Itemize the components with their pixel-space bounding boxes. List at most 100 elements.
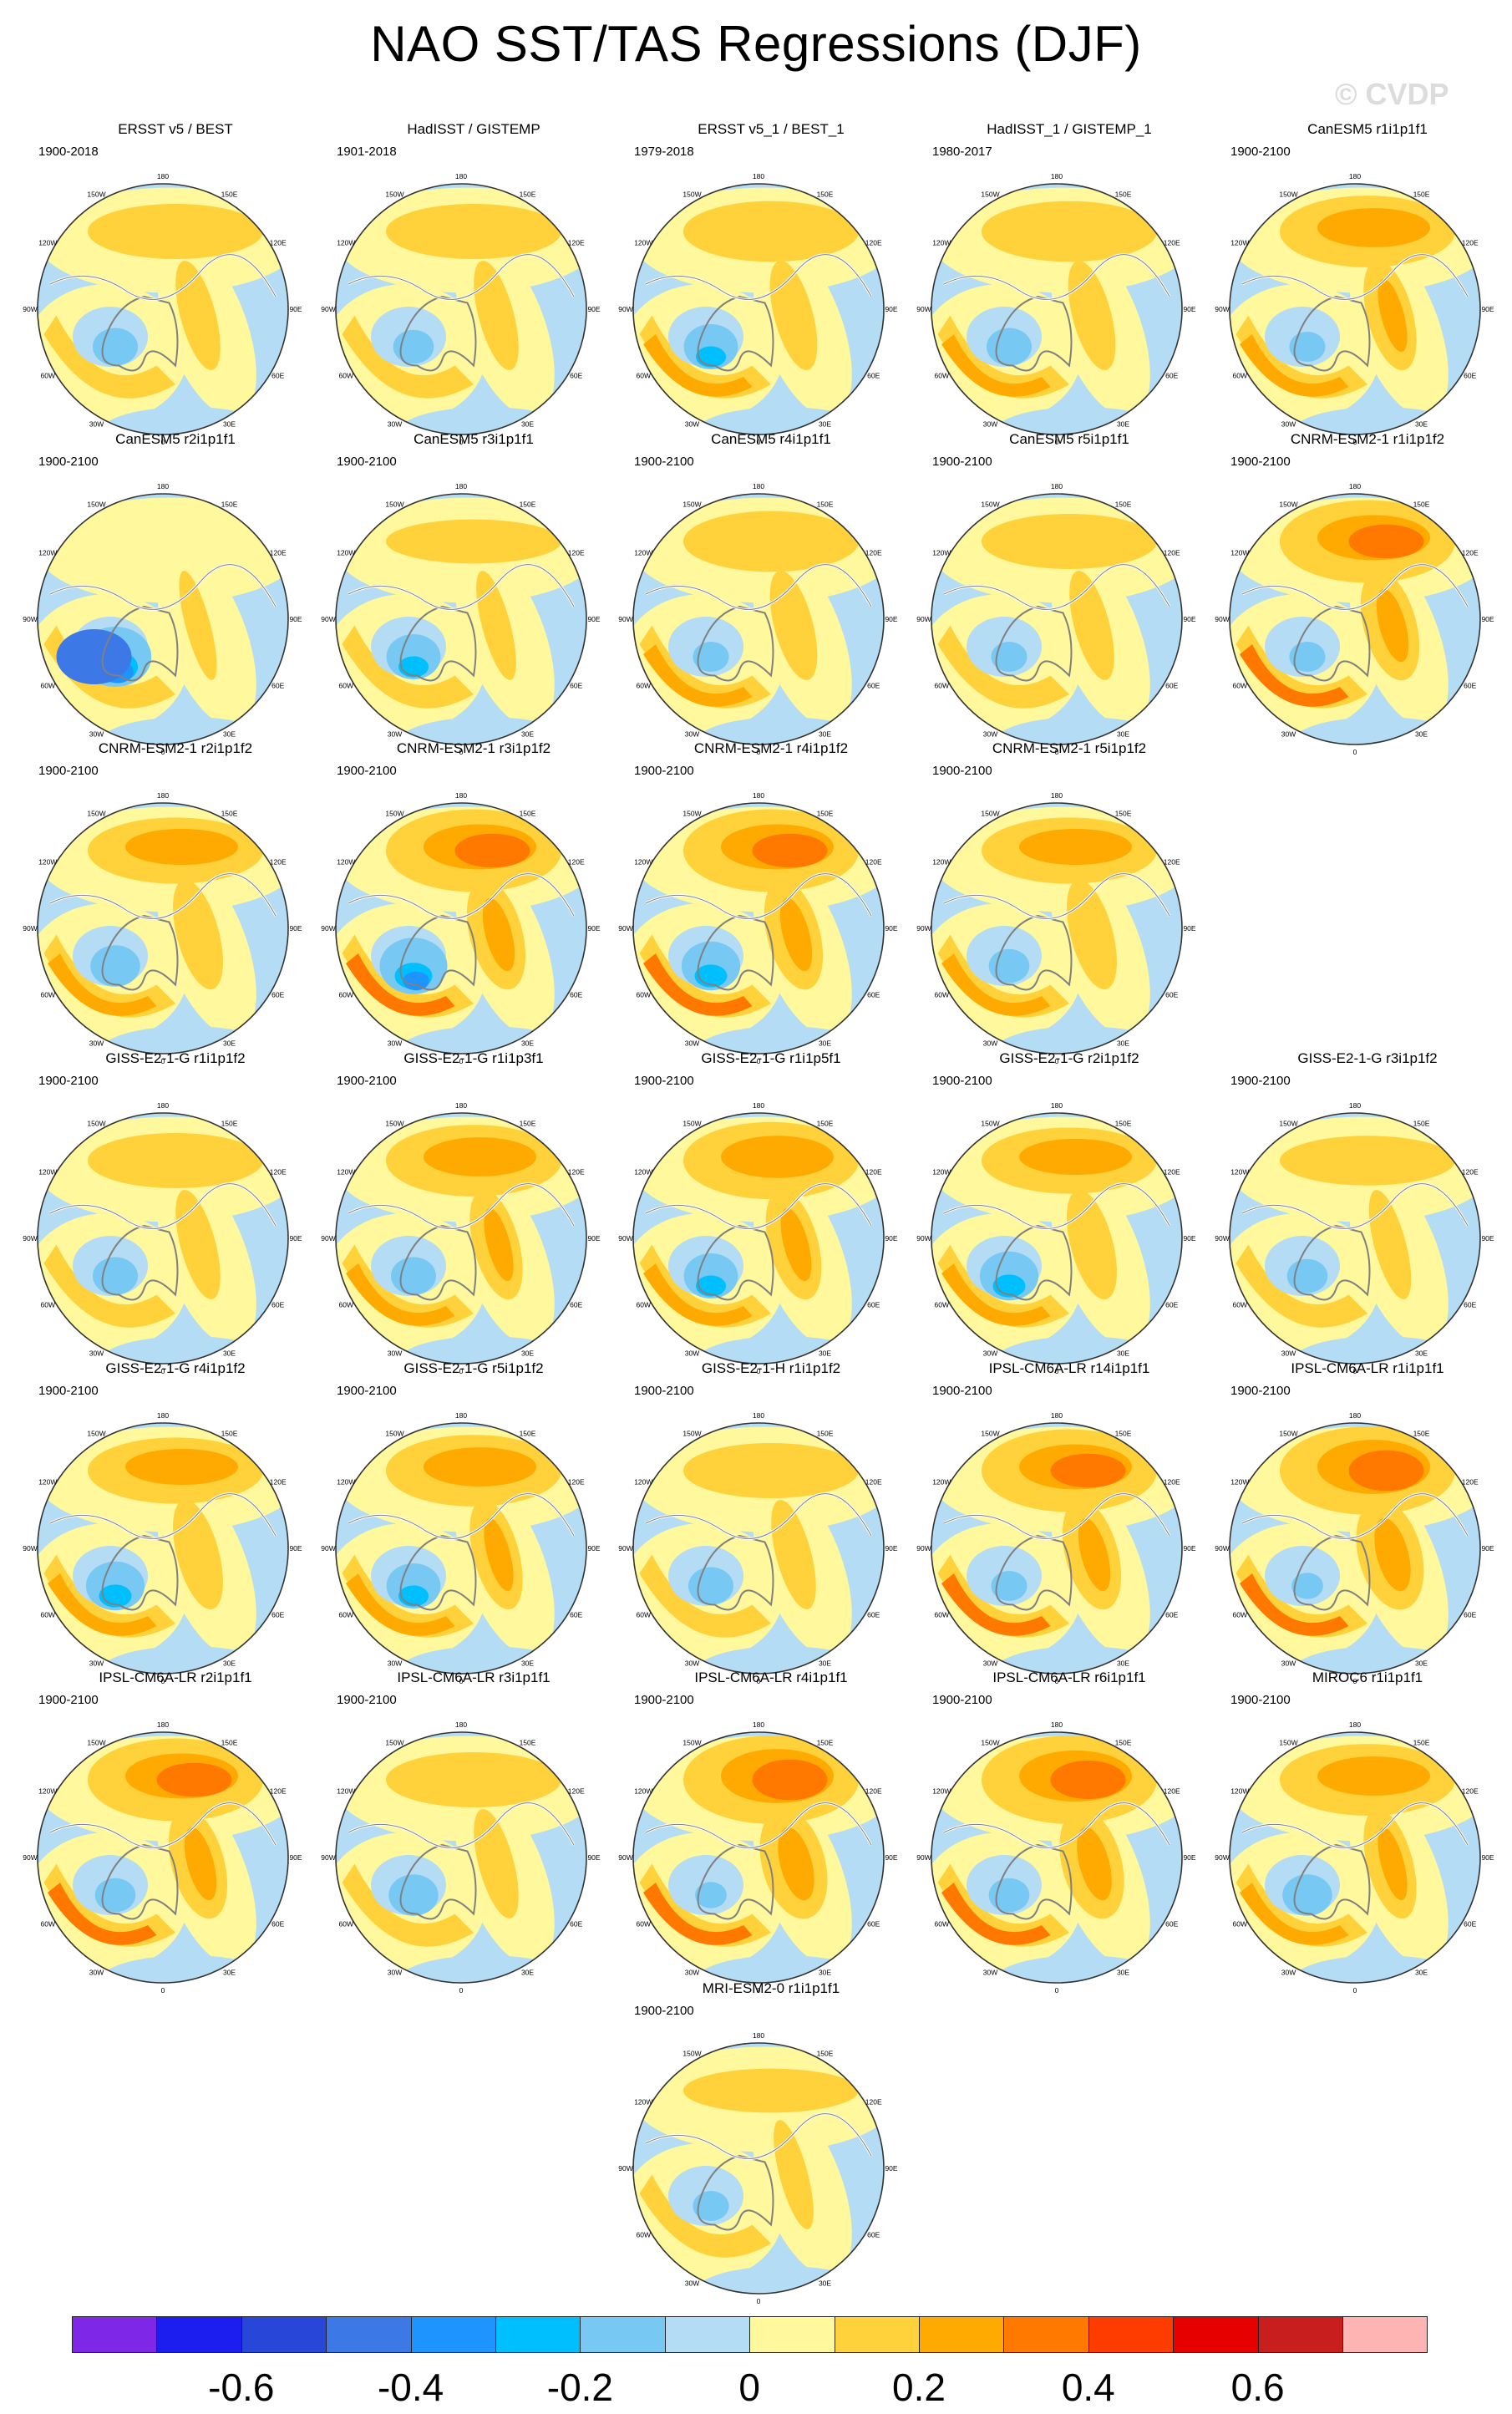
longitude-label: 60W (41, 682, 55, 690)
panel-title: CNRM-ESM2-1 r5i1p1f2 (992, 740, 1147, 756)
longitude-label: 150E (221, 809, 238, 817)
longitude-label: 30E (1117, 1659, 1129, 1668)
polar-map: 180 150E 120E 90E 60E 30E 0 30W 60W 90W 120W 150W (618, 1720, 898, 1995)
longitude-label: 120E (1462, 1787, 1479, 1796)
longitude-label: 120E (568, 549, 585, 557)
panel-title: GISS-E2-1-G r4i1p1f2 (105, 1360, 246, 1376)
longitude-label: 150E (1115, 1429, 1132, 1437)
longitude-label: 120W (932, 1787, 951, 1796)
longitude-label: 90E (289, 1544, 302, 1553)
longitude-label: 30W (983, 1659, 997, 1668)
longitude-label: 60W (339, 991, 353, 999)
map-field (931, 1732, 1182, 1983)
longitude-label: 120W (1230, 239, 1249, 247)
longitude-label: 30W (89, 730, 104, 739)
longitude-label: 150E (520, 500, 536, 508)
longitude-label: 60W (339, 1301, 353, 1309)
map-field (931, 1423, 1182, 1674)
longitude-label: 90W (618, 1544, 632, 1553)
polar-map: 180 150E 120E 90E 60E 30E 0 30W 60W 90W 120W 150W (321, 791, 601, 1065)
longitude-label: 90E (885, 305, 897, 313)
map-border (335, 802, 587, 1055)
map-panel: MIROC6 r1i1p1f1 1900-2100 180 150E 120E 90E 60… (1215, 1669, 1509, 1995)
map-field (38, 184, 288, 435)
panel-title: CNRM-ESM2-1 r2i1p1f2 (98, 740, 253, 756)
longitude-label: 60E (867, 991, 880, 999)
longitude-label: 120E (270, 549, 287, 557)
panel-title: HadISST / GISTEMP (407, 121, 540, 137)
longitude-label: 150W (87, 500, 105, 508)
longitude-label: 0 (161, 1677, 165, 1685)
colorbar-tick-label: 0.2 (892, 2366, 946, 2409)
longitude-label: 30E (1117, 730, 1129, 739)
map-border (335, 1112, 587, 1365)
polar-map: 180 150E 120E 90E 60E 30E 0 30W 60W 90W 120W 150W (618, 791, 898, 1065)
panel-period: 1900-2100 (337, 764, 397, 778)
longitude-label: 120W (337, 549, 355, 557)
longitude-label: 90W (23, 1544, 37, 1553)
longitude-label: 0 (459, 438, 464, 446)
longitude-label: 30W (1281, 1969, 1296, 1977)
longitude-label: 0 (459, 1367, 464, 1375)
longitude-label: 90E (885, 924, 897, 933)
longitude-label: 150E (1115, 500, 1132, 508)
map-field (336, 494, 586, 745)
longitude-label: 150W (1279, 1119, 1297, 1127)
longitude-label: 30E (819, 2279, 831, 2288)
longitude-label: 30W (388, 1659, 402, 1668)
longitude-label: 120E (1164, 858, 1180, 866)
longitude-label: 30E (1415, 420, 1428, 429)
map-panel: CanESM5 r3i1p1f1 1900-2100 180 150E 120E 90E 6… (321, 431, 616, 756)
panel-period: 1900-2100 (1230, 145, 1291, 159)
longitude-label: 0 (459, 1057, 464, 1065)
longitude-label: 0 (757, 1986, 761, 1995)
polar-map: 180 150E 120E 90E 60E 30E 0 30W 60W 90W 120W 150W (916, 1720, 1196, 1995)
longitude-label: 90E (1481, 1853, 1494, 1862)
panel-title: CNRM-ESM2-1 r1i1p1f2 (1290, 431, 1445, 447)
polar-map: 180 150E 120E 90E 60E 30E 0 30W 60W 90W 120W 150W (916, 482, 1196, 756)
longitude-label: 30E (223, 420, 236, 429)
longitude-label: 60W (637, 991, 651, 999)
longitude-label: 30W (1281, 420, 1296, 429)
longitude-label: 0 (757, 2297, 761, 2305)
map-field (336, 1423, 586, 1674)
longitude-label: 60E (1464, 1920, 1476, 1929)
longitude-label: 150E (520, 1429, 536, 1437)
longitude-label: 120W (337, 1787, 355, 1796)
longitude-label: 60W (1233, 372, 1247, 380)
longitude-label: 90W (1215, 1544, 1229, 1553)
longitude-label: 180 (455, 1101, 467, 1110)
longitude-label: 120W (38, 1478, 57, 1487)
longitude-label: 90E (587, 615, 600, 623)
panel-period: 1979-2018 (634, 145, 694, 159)
longitude-label: 150W (981, 190, 999, 198)
longitude-label: 60E (1165, 1611, 1178, 1619)
longitude-label: 150E (817, 190, 834, 198)
map-field (1230, 1732, 1480, 1983)
panel-title: ERSST v5 / BEST (118, 121, 233, 137)
longitude-label: 150W (682, 1738, 701, 1746)
map-border (37, 1422, 289, 1675)
longitude-label: 150E (1413, 1119, 1430, 1127)
longitude-label: 90W (321, 615, 335, 623)
map-field (633, 803, 884, 1054)
polar-map: 180 150E 120E 90E 60E 30E 0 30W 60W 90W 120W 150W (916, 1411, 1196, 1685)
panel-period: 1900-2100 (634, 1384, 694, 1398)
map-panel: CNRM-ESM2-1 r2i1p1f2 1900-2100 180 150E 120E… (23, 740, 317, 1065)
longitude-label: 30E (819, 1039, 831, 1048)
longitude-label: 30W (388, 420, 402, 429)
map-border (632, 1112, 885, 1365)
longitude-label: 120E (865, 1168, 882, 1177)
longitude-label: 120W (337, 858, 355, 866)
longitude-label: 60W (935, 1920, 949, 1929)
longitude-label: 0 (1055, 438, 1059, 446)
map-border (931, 183, 1183, 435)
longitude-label: 150W (682, 809, 701, 817)
panel-title: MRI-ESM2-0 r1i1p1f1 (702, 1980, 840, 1996)
panel-period: 1980-2017 (932, 145, 992, 159)
colorbar-tick-label: -0.2 (546, 2366, 614, 2409)
longitude-label: 30W (983, 1039, 997, 1048)
longitude-label: 90E (289, 305, 302, 313)
longitude-label: 90W (916, 1544, 931, 1553)
longitude-label: 60E (271, 682, 284, 690)
